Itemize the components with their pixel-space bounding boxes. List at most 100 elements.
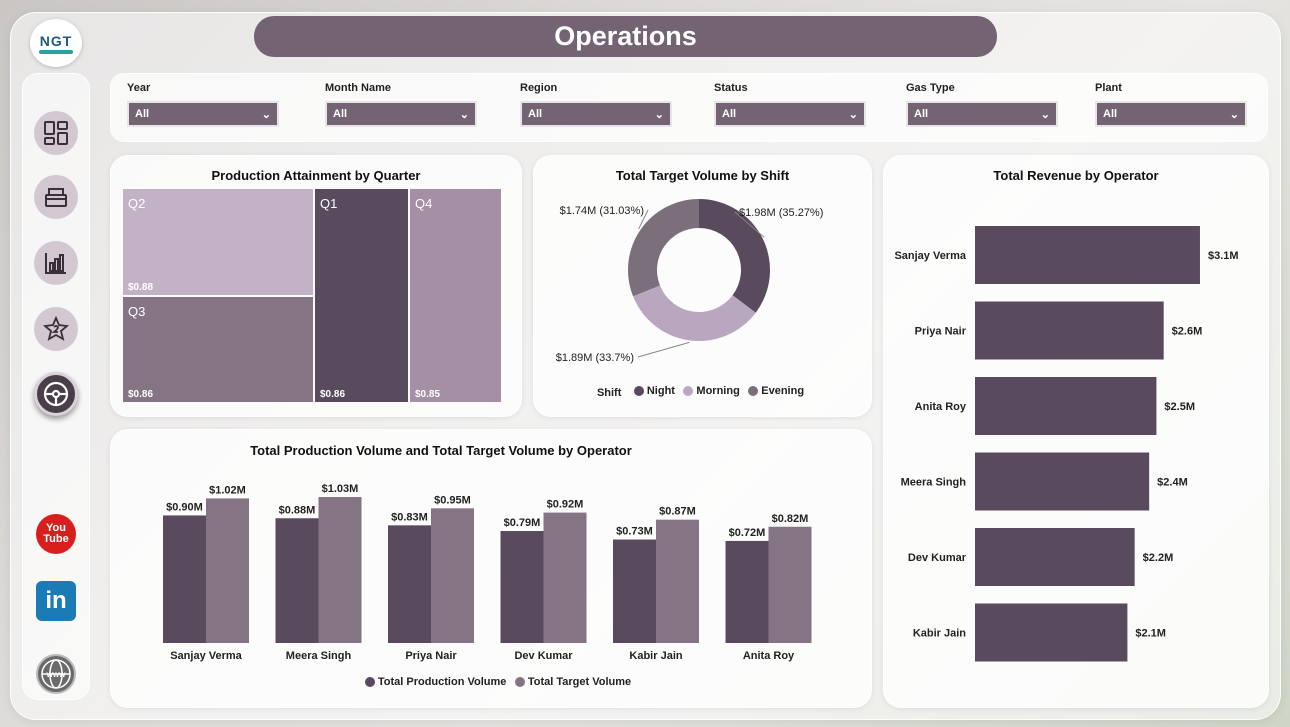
donut-slice-morning[interactable] [633, 285, 756, 341]
revenue-data-label: $2.4M [1157, 477, 1188, 489]
revenue-bar[interactable] [975, 226, 1200, 284]
revenue-bar[interactable] [975, 301, 1164, 360]
revenue-bar[interactable] [975, 603, 1128, 662]
nav-analytics-button[interactable] [34, 241, 78, 285]
revenue-data-label: $2.6M [1172, 326, 1203, 338]
nav-overview-button[interactable] [34, 111, 78, 155]
chevron-down-icon: ⌄ [261, 108, 271, 121]
filter-label: Gas Type [906, 82, 955, 94]
treemap-card: Production Attainment by Quarter Q2 $0.8… [110, 155, 522, 417]
youtube-icon: You Tube [43, 522, 69, 545]
production-legend: Total Production Volume Total Target Vol… [111, 674, 871, 692]
revenue-data-label: $3.1M [1208, 250, 1239, 262]
chevron-down-icon: ⌄ [459, 108, 469, 121]
legend-night[interactable]: Night [633, 385, 675, 397]
operator-category-label: Dev Kumar [514, 650, 573, 662]
website-link[interactable]: www [36, 654, 76, 694]
revenue-bar[interactable] [975, 377, 1157, 435]
operator-category-label: Meera Singh [286, 650, 352, 662]
linkedin-link[interactable]: in [36, 581, 76, 621]
bar-data-label: $0.88M [279, 504, 316, 516]
production-bar[interactable] [613, 539, 656, 643]
plant-select[interactable]: All ⌄ [1095, 101, 1247, 127]
treemap-cell-q4[interactable]: Q4 $0.85 [410, 189, 501, 402]
legend-evening[interactable]: Evening [748, 385, 804, 397]
company-logo: NGT [30, 19, 82, 67]
revenue-card: Total Revenue by Operator Sanjay Verma $3… [883, 155, 1269, 708]
donut-card: Total Target Volume by Shift $1.98M (35.… [533, 155, 872, 417]
nav-quality-button[interactable] [34, 307, 78, 351]
chevron-down-icon: ⌄ [654, 108, 664, 121]
revenue-category-label: Dev Kumar [908, 552, 967, 564]
donut-slice-evening[interactable] [628, 199, 699, 297]
filter-region: Region All ⌄ [520, 82, 672, 127]
legend-production[interactable]: Total Production Volume [364, 676, 506, 688]
revenue-bar[interactable] [975, 452, 1150, 511]
bar-data-label: $0.82M [772, 513, 809, 525]
chevron-down-icon: ⌄ [1229, 108, 1239, 121]
revenue-category-label: Kabir Jain [913, 628, 966, 640]
bar-chart-icon [45, 253, 66, 274]
filter-label: Month Name [325, 82, 391, 94]
filter-plant: Plant All ⌄ [1095, 82, 1247, 127]
bar-data-label: $0.72M [729, 527, 766, 539]
filter-label: Plant [1095, 82, 1122, 94]
globe-icon: www [41, 659, 71, 689]
bar-data-label: $1.03M [322, 483, 359, 495]
filter-bar: Year All ⌄ Month Name All ⌄ Region All ⌄ St… [110, 73, 1268, 142]
target-bar[interactable] [431, 508, 474, 643]
revenue-data-label: $2.2M [1143, 552, 1174, 564]
treemap-cell-q3[interactable]: Q3 $0.86 [123, 297, 313, 402]
revenue-title: Total Revenue by Operator [993, 168, 1159, 183]
filter-year: Year All ⌄ [127, 82, 279, 127]
chevron-down-icon: ⌄ [1040, 108, 1050, 121]
revenue-bar[interactable] [975, 528, 1135, 586]
production-bar[interactable] [163, 515, 206, 643]
donut-legend: Shift Night Morning Evening [534, 383, 871, 401]
bar-data-label: $0.79M [504, 517, 541, 529]
linkedin-icon: in [45, 587, 67, 614]
filter-gas-type: Gas Type All ⌄ [906, 82, 1058, 127]
gas-type-select[interactable]: All ⌄ [906, 101, 1058, 127]
filter-month: Month Name All ⌄ [325, 82, 477, 127]
production-bar[interactable] [388, 525, 431, 643]
status-select[interactable]: All ⌄ [714, 101, 866, 127]
operator-category-label: Anita Roy [743, 650, 795, 662]
treemap-cell-q1[interactable]: Q1 $0.86 [315, 189, 408, 402]
steering-wheel-icon [43, 381, 69, 407]
production-bar[interactable] [500, 531, 544, 643]
production-title: Total Production Volume and Total Target… [250, 443, 632, 458]
year-select[interactable]: All ⌄ [127, 101, 279, 127]
production-card: Total Production Volume and Total Target… [110, 429, 872, 708]
donut-leader-line [734, 211, 765, 238]
production-bar[interactable] [725, 540, 769, 643]
nav-operations-button[interactable] [34, 372, 78, 416]
filter-label: Region [520, 82, 558, 94]
filter-label: Year [127, 82, 151, 94]
target-bar[interactable] [206, 498, 249, 643]
target-bar[interactable] [768, 526, 812, 643]
revenue-data-label: $2.1M [1135, 628, 1166, 640]
region-select[interactable]: All ⌄ [520, 101, 672, 127]
star-badge-icon [43, 316, 69, 341]
bar-data-label: $0.95M [434, 494, 471, 506]
donut-data-label: $1.89M (33.7%) [556, 352, 634, 364]
operator-category-label: Priya Nair [405, 650, 457, 662]
production-bar[interactable] [275, 518, 319, 643]
nav-inventory-button[interactable] [34, 175, 78, 219]
chevron-down-icon: ⌄ [848, 108, 858, 121]
dashboard-grid-icon [44, 121, 68, 145]
target-bar[interactable] [656, 519, 699, 643]
donut-title: Total Target Volume by Shift [615, 168, 790, 183]
treemap-cell-q2[interactable]: Q2 $0.88 [123, 189, 313, 295]
legend-morning[interactable]: Morning [683, 385, 740, 397]
revenue-category-label: Meera Singh [901, 477, 967, 489]
youtube-link[interactable]: You Tube [36, 514, 76, 554]
month-select[interactable]: All ⌄ [325, 101, 477, 127]
target-bar[interactable] [318, 497, 362, 643]
treemap-title: Production Attainment by Quarter [211, 168, 421, 183]
operator-category-label: Sanjay Verma [170, 650, 242, 662]
filter-label: Status [714, 82, 748, 94]
legend-target[interactable]: Total Target Volume [514, 676, 631, 688]
target-bar[interactable] [543, 512, 587, 643]
